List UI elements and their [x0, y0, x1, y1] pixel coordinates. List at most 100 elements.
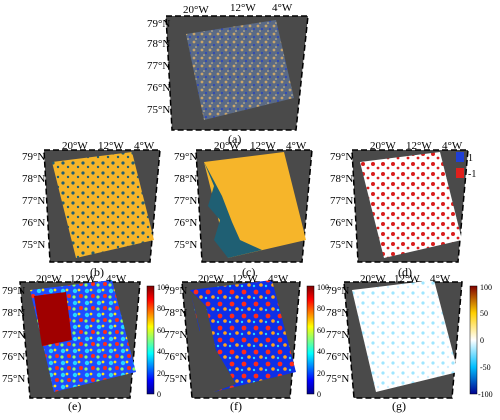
panel-g-lat-label: 77°N [326, 329, 349, 341]
panel-b-caption: (b) [90, 265, 104, 279]
panel-a-lat-label: 78°N [147, 38, 170, 50]
colorbar-f [306, 285, 315, 395]
colorbar-g-tick: 50 [480, 309, 488, 318]
colorbar-f-tick: 60 [317, 326, 325, 335]
panel-e-lat-label: 75°N [2, 373, 25, 385]
panel-a-map: 20°W 12°W 4°W 79°N 78°N 77°N 76°N 75°N (… [147, 2, 309, 146]
panel-b-lat-label: 79°N [22, 151, 45, 163]
panel-c-caption: (c) [242, 265, 255, 279]
panel-d-lon-label: 20°W [370, 140, 396, 152]
panel-e-lon-label: 12°W [70, 273, 96, 285]
panel-g-lon-label: 12°W [394, 273, 420, 285]
panel-d-swath [360, 152, 462, 258]
panel-e-lat-label: 79°N [2, 285, 25, 297]
panel-c-lon-label: 20°W [214, 140, 240, 152]
panel-f-lon-label: 4°W [268, 273, 289, 285]
panel-c-lat-label: 78°N [174, 173, 197, 185]
colorbar-e-tick: 0 [157, 390, 161, 399]
panel-f-lat-label: 76°N [164, 351, 187, 363]
panel-g-map: 20°W 12°W 4°W 79°N 78°N 77°N 76°N 75°N 1… [326, 273, 493, 413]
colorbar-f-tick: 100 [317, 283, 329, 292]
panel-f-lat-label: 75°N [164, 373, 187, 385]
panel-d-lat-label: 78°N [330, 173, 353, 185]
colorbar-e-tick: 100 [157, 283, 169, 292]
panel-g-caption: (g) [392, 399, 406, 413]
panel-b-lat-label: 77°N [22, 195, 45, 207]
panel-c-lat-label: 76°N [174, 217, 197, 229]
panel-f-lat-label: 77°N [164, 329, 187, 341]
panel-c-lat-label: 77°N [174, 195, 197, 207]
panel-d-lon-label: 12°W [406, 140, 432, 152]
colorbar-f-tick: 20 [317, 369, 325, 378]
colorbar-e [146, 285, 155, 395]
panel-c-lat-label: 79°N [174, 151, 197, 163]
panel-g-swath [352, 280, 458, 392]
panel-a-lon-label: 4°W [272, 2, 293, 14]
panel-d-lat-label: 79°N [330, 151, 353, 163]
panel-d-lat-label: 75°N [330, 239, 353, 251]
colorbar-f-tick: 40 [317, 347, 325, 356]
panel-a-lon-label: 20°W [183, 4, 209, 16]
panel-e-map: 20°W 12°W 4°W 79°N 78°N 77°N 76°N 75°N 1… [2, 273, 169, 413]
panel-c-lat-label: 75°N [174, 239, 197, 251]
panel-c-lon-label: 12°W [250, 140, 276, 152]
panel-g-lon-label: 4°W [430, 273, 451, 285]
panel-f-lat-label: 78°N [164, 307, 187, 319]
panel-b-lat-label: 75°N [22, 239, 45, 251]
panel-a-lon-label: 12°W [230, 2, 256, 14]
panel-a-lat-label: 77°N [147, 60, 170, 72]
colorbar-g-tick: 0 [480, 336, 484, 345]
colorbar-e-tick: 20 [157, 369, 165, 378]
panel-g-lat-label: 79°N [326, 285, 349, 297]
panel-d-lat-label: 76°N [330, 217, 353, 229]
panel-e-lat-label: 78°N [2, 307, 25, 319]
panel-a-swath [186, 20, 294, 120]
panel-g-lat-label: 76°N [326, 351, 349, 363]
panel-c-map: 20°W 12°W 4°W 79°N 78°N 77°N 76°N 75°N (… [174, 140, 313, 279]
panel-c-sea [204, 162, 262, 258]
panel-b-map: 20°W 12°W 4°W 79°N 78°N 77°N 76°N 75°N (… [22, 140, 161, 279]
panel-f-lon-label: 20°W [198, 273, 224, 285]
colorbar-e-tick: 40 [157, 347, 165, 356]
panel-c-lon-label: 4°W [286, 140, 307, 152]
colorbar-e-tick: 80 [157, 304, 165, 313]
colorbar-f-tick: 80 [317, 304, 325, 313]
legend-d-swatch-pos [456, 152, 464, 162]
panel-b-swath [52, 152, 154, 258]
panel-e-lat-label: 76°N [2, 351, 25, 363]
colorbar-f-tick: 0 [317, 390, 321, 399]
panel-f-lon-label: 12°W [232, 273, 258, 285]
panel-e-lat-label: 77°N [2, 329, 25, 341]
panel-a-lat-label: 76°N [147, 82, 170, 94]
panel-b-lat-label: 78°N [22, 173, 45, 185]
colorbar-g-tick: -50 [480, 363, 491, 372]
panel-g-lat-label: 78°N [326, 307, 349, 319]
panel-a-lat-label: 79°N [147, 18, 170, 30]
colorbar-g-tick: 100 [480, 283, 492, 292]
colorbar-g [469, 285, 478, 395]
panel-e-lon-label: 20°W [36, 273, 62, 285]
panel-a-caption: (a) [228, 132, 241, 146]
panel-d-lat-label: 77°N [330, 195, 353, 207]
panel-d-map: 20°W 12°W 4°W 79°N 78°N 77°N 76°N 75°N 1… [330, 140, 476, 279]
colorbar-e-tick: 60 [157, 326, 165, 335]
panel-b-lat-label: 76°N [22, 217, 45, 229]
panel-f-sea [190, 290, 236, 392]
legend-d-label-neg: -1 [468, 169, 476, 180]
panel-e-red-block [34, 292, 72, 346]
panel-d-lon-label: 4°W [442, 140, 463, 152]
legend-d-swatch-neg [456, 168, 464, 178]
panel-d-caption: (d) [398, 265, 412, 279]
panel-f-lat-label: 79°N [164, 285, 187, 297]
panel-f-map: 20°W 12°W 4°W 79°N 78°N 77°N 76°N 75°N 1… [164, 273, 329, 413]
legend-d-label-pos: 1 [468, 153, 473, 164]
panel-g-lon-label: 20°W [360, 273, 386, 285]
panel-f-caption: (f) [230, 399, 242, 413]
colorbar-g-tick: -100 [478, 390, 493, 399]
panel-e-caption: (e) [68, 399, 81, 413]
panel-g-lat-label: 75°N [326, 373, 349, 385]
panel-b-lon-label: 20°W [62, 140, 88, 152]
panel-a-lat-label: 75°N [147, 104, 170, 116]
panel-b-lon-label: 4°W [134, 140, 155, 152]
